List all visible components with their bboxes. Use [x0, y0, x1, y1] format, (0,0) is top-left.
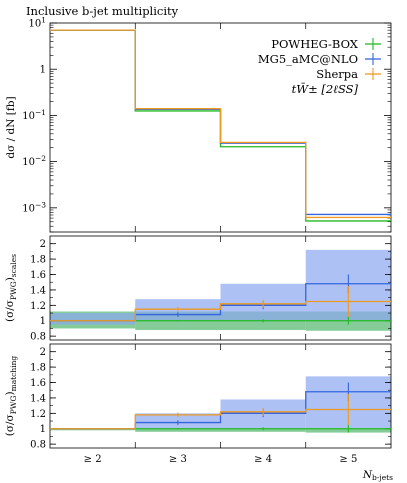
x-tick-label: ≥ 3 — [169, 454, 187, 465]
chart-panels: 101 1 10−1 10−2 10−3 dσ / dN [fb] POWHEG-BOXMG… — [4, 16, 393, 483]
y-axis-label: dσ / dN [fb] — [5, 96, 17, 158]
ratio_matching-panel: 0.8 1 1.2 1.4 1.6 1.8 2 (σ/σPWG)matching — [4, 343, 392, 451]
x-axis: ≥ 2 ≥ 3 ≥ 4 ≥ 5 Nb-jets — [84, 454, 393, 482]
x-tick-label: ≥ 5 — [339, 454, 357, 465]
legend-label: POWHEG-BOX — [271, 37, 359, 51]
y-tick-label: 1.4 — [30, 393, 46, 404]
y-tick-label: 1.4 — [30, 285, 46, 296]
y-tick-label: 2 — [40, 239, 46, 250]
y-tick-label: 1 — [40, 316, 46, 327]
y-tick-label: 2 — [40, 347, 46, 358]
y-tick-label: 1.6 — [30, 378, 46, 389]
y-tick-label: 1 — [40, 424, 46, 435]
series-line-sherpa — [50, 29, 391, 219]
legend-label: MG5_aMC@NLO — [258, 52, 358, 66]
y-tick-label: 1.8 — [30, 255, 46, 266]
uncertainty-band-powheg-box — [135, 428, 221, 432]
y-tick-label: 10−1 — [22, 108, 46, 122]
ratio-y-axis-label: (σ/σPWG)scales — [4, 254, 18, 322]
y-tick-label: 1.2 — [30, 301, 46, 312]
ratio_scales-panel: 0.8 1 1.2 1.4 1.6 1.8 2 (σ/σPWG)scales — [4, 235, 392, 343]
y-tick-label: 1 — [40, 65, 46, 76]
legend-label: Sherpa — [316, 67, 358, 81]
x-axis-label: Nb-jets — [362, 469, 393, 482]
uncertainty-band-powheg-box — [50, 428, 136, 431]
legend-process-label: tW̄± [2ℓSS] — [292, 82, 359, 96]
x-tick-label: ≥ 4 — [254, 454, 272, 465]
x-tick-label: ≥ 2 — [84, 454, 102, 465]
main-panel: 101 1 10−1 10−2 10−3 dσ / dN [fb] POWHEG-BOXMG… — [5, 16, 392, 233]
y-tick-label: 0.8 — [30, 332, 46, 343]
chart-title: Inclusive b-jet multiplicity — [26, 4, 179, 18]
ratio-y-axis-label: (σ/σPWG)matching — [4, 356, 18, 437]
ratio-line-sherpa — [50, 408, 391, 430]
uncertainty-band-mg5-amc-nlo — [50, 313, 136, 325]
y-tick-label: 1.6 — [30, 270, 46, 281]
y-tick-label: 1.2 — [30, 409, 46, 420]
y-tick-label: 0.8 — [30, 440, 46, 451]
y-tick-label: 10−3 — [22, 200, 46, 214]
y-tick-label: 10−2 — [22, 154, 46, 168]
y-tick-label: 1.8 — [30, 363, 46, 374]
y-tick-label: 101 — [28, 16, 46, 30]
ratio-line-sherpa — [50, 300, 391, 322]
